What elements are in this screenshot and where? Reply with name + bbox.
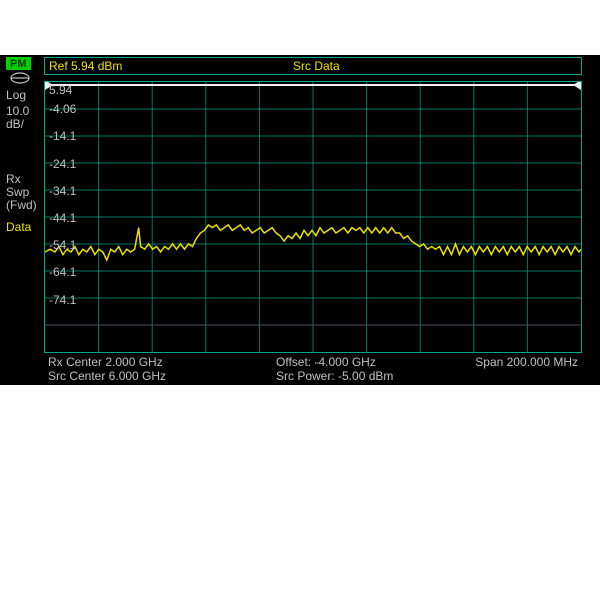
rx-center-readout: Rx Center 2.000 GHz (48, 355, 163, 369)
pm-badge: PM (6, 57, 31, 70)
y-axis-label: -34.1 (49, 184, 76, 198)
analyzer-screen: PM Log 10.0 dB/ Rx Swp (Fwd) Data Ref 5.… (0, 55, 600, 385)
side-indicator-column: PM Log 10.0 dB/ Rx Swp (Fwd) Data (0, 55, 44, 385)
src-data-readout: Src Data (293, 59, 340, 73)
ref-level-readout: Ref 5.94 dBm (49, 59, 122, 73)
scale-unit: dB/ (6, 118, 24, 131)
offset-readout: Offset: -4.000 GHz (276, 355, 376, 369)
y-axis-label: -24.1 (49, 157, 76, 171)
data-label: Data (6, 221, 31, 234)
y-axis-label: 5.94 (49, 83, 72, 97)
y-axis-label: -74.1 (49, 293, 76, 307)
coupling-icon (10, 71, 30, 85)
src-center-readout: Src Center 6.000 GHz (48, 369, 166, 383)
footer-readouts: Rx Center 2.000 GHz Offset: -4.000 GHz S… (44, 355, 582, 383)
header-bar: Ref 5.94 dBm Src Data (44, 57, 582, 75)
span-readout: Span 200.000 MHz (475, 355, 578, 369)
y-axis-label: -44.1 (49, 211, 76, 225)
fwd-label: (Fwd) (6, 199, 37, 212)
spectrum-chart[interactable]: 5.94 -4.06 -14.1 -24.1 -34.1 -44.1 -54.1 -64.1 -… (44, 81, 582, 353)
src-power-readout: Src Power: -5.00 dBm (276, 369, 393, 383)
y-axis-label: -54.1 (49, 238, 76, 252)
chart-svg (45, 82, 581, 352)
y-axis-label: -4.06 (49, 102, 76, 116)
y-axis-label: -14.1 (49, 129, 76, 143)
y-axis-label: -64.1 (49, 265, 76, 279)
log-label: Log (6, 89, 26, 102)
